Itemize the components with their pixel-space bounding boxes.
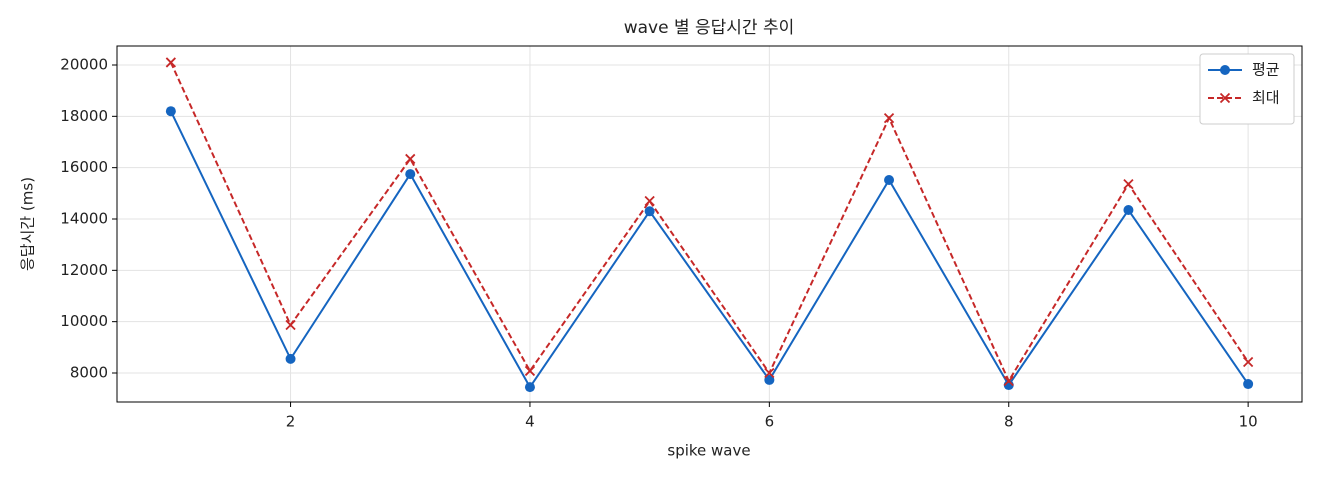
point: [764, 374, 775, 385]
point: [1243, 379, 1254, 390]
point: [285, 319, 296, 331]
chart-title: wave 별 응답시간 추이: [624, 18, 795, 38]
y-tick-label: 20000: [60, 55, 108, 73]
point: [524, 365, 536, 377]
point: [405, 169, 416, 180]
x-tick-label: 8: [1004, 413, 1014, 431]
x-tick-label: 10: [1239, 413, 1258, 431]
y-tick-label: 14000: [60, 209, 108, 227]
plot-frame: [116, 45, 1303, 403]
point: [1003, 375, 1014, 387]
x-tick-label: 2: [286, 413, 296, 431]
point: [285, 353, 296, 364]
y-axis-label: 응답시간 (ms): [19, 177, 37, 271]
legend-label: 최대: [1252, 89, 1280, 107]
point: [165, 106, 176, 117]
y-tick-label: 16000: [60, 158, 108, 176]
point: [1123, 205, 1134, 216]
point: [644, 195, 655, 207]
legend-marker: [1220, 65, 1230, 75]
series-line: [169, 110, 1249, 390]
point: [1123, 178, 1134, 190]
series-line: [169, 62, 1249, 384]
point: [644, 206, 655, 217]
y-tick-label: 10000: [60, 312, 108, 330]
point: [165, 57, 177, 68]
x-tick-label: 6: [765, 413, 775, 431]
x-axis-label: spike wave: [667, 442, 750, 460]
y-tick-label: 12000: [60, 261, 108, 279]
legend-frame: [1199, 53, 1295, 125]
point: [1243, 356, 1254, 368]
legend-label: 평균: [1252, 61, 1280, 79]
y-tick-label: 18000: [60, 107, 108, 125]
y-tick-label: 8000: [70, 363, 108, 381]
point: [883, 112, 895, 124]
point: [764, 367, 775, 379]
point: [405, 153, 416, 165]
point: [524, 382, 535, 393]
legend-marker: [1219, 92, 1231, 104]
x-tick-label: 4: [525, 413, 535, 431]
point: [884, 174, 895, 185]
